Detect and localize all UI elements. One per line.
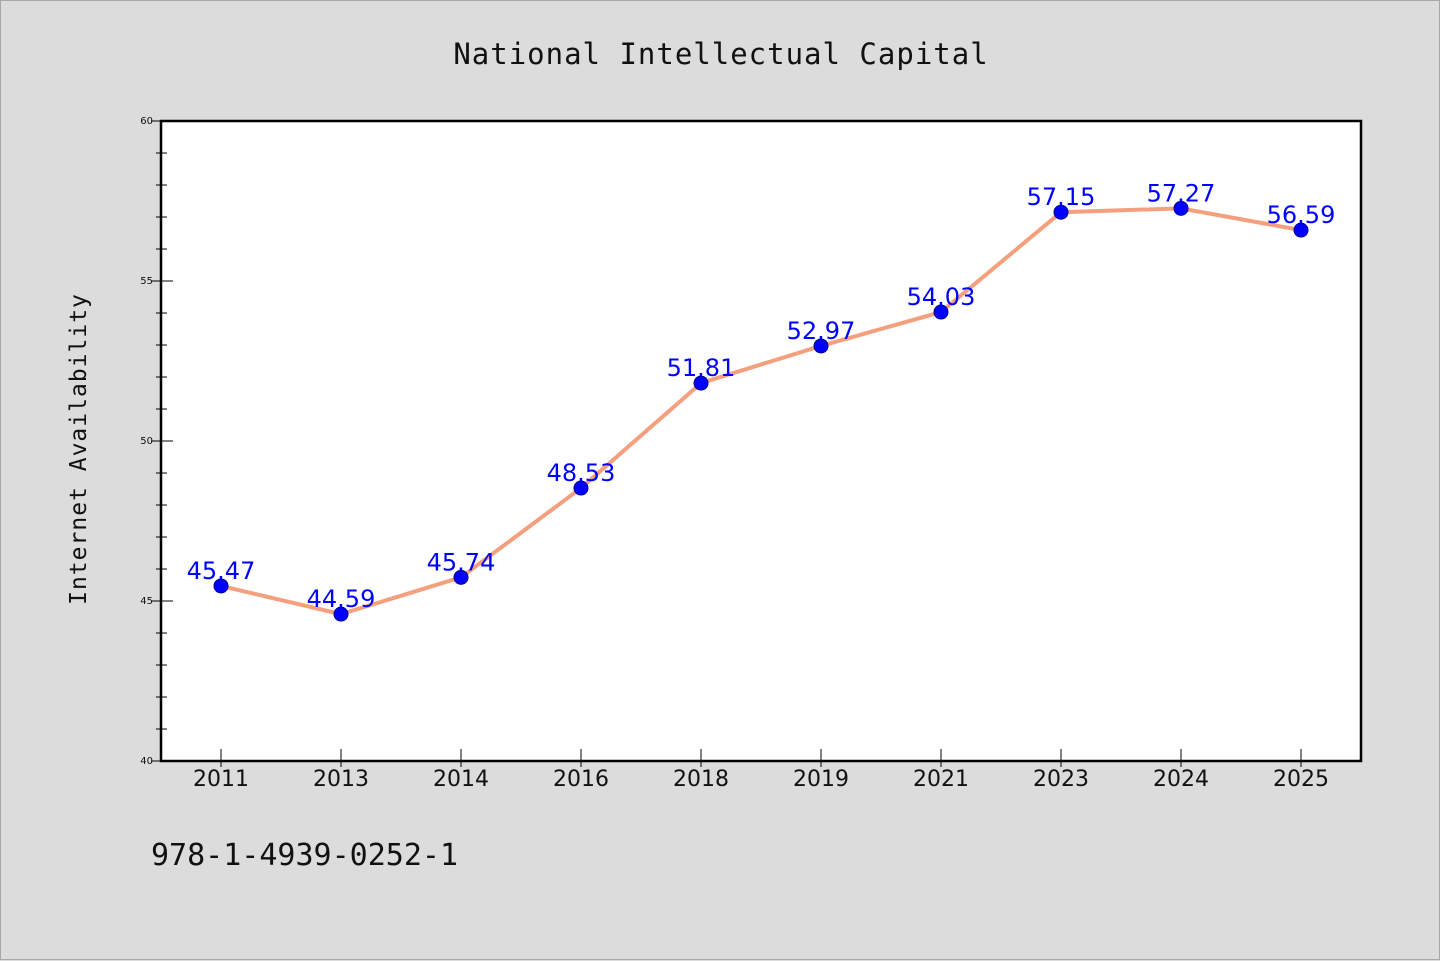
plot-area: [159, 119, 1363, 763]
data-point: [333, 606, 349, 622]
x-tick-label: 2013: [313, 767, 369, 792]
data-point: [813, 338, 829, 354]
y-tick-label: 50: [140, 436, 153, 447]
footer-isbn: 978-1-4939-0252-1: [151, 838, 458, 873]
y-axis-label: Internet Availability: [66, 293, 92, 605]
x-axis: 2011 2013 2014 2016 2018 2019 2021 2023 2024 2025: [193, 749, 1329, 792]
x-tick-label: 2018: [673, 767, 729, 792]
data-point: [453, 569, 469, 585]
x-tick-label: 2019: [793, 767, 849, 792]
data-labels: 45.47 44.59 45.74 48.53 51.81 52.97 54.03 57.15…: [187, 179, 1336, 613]
data-point: [213, 578, 229, 594]
data-point: [1173, 200, 1189, 216]
y-axis: 40 45 50 55 60: [140, 116, 173, 767]
chart-title: National Intellectual Capital: [453, 37, 988, 71]
y-tick-label: 40: [140, 756, 153, 767]
data-label: 51.81: [667, 354, 736, 382]
data-point: [693, 375, 709, 391]
data-label: 52.97: [787, 317, 856, 345]
data-markers: [213, 200, 1309, 622]
data-label: 48.53: [547, 459, 616, 487]
data-label: 57.27: [1147, 179, 1216, 207]
data-label: 56.59: [1267, 201, 1336, 229]
x-tick-label: 2016: [553, 767, 609, 792]
data-point: [1053, 204, 1069, 220]
x-tick-label: 2025: [1273, 767, 1329, 792]
data-label: 45.47: [187, 557, 256, 585]
x-tick-label: 2024: [1153, 767, 1209, 792]
y-tick-label: 55: [140, 276, 153, 287]
data-label: 45.74: [427, 548, 496, 576]
data-point: [573, 480, 589, 496]
series-line: [219, 206, 1303, 617]
x-tick-label: 2011: [193, 767, 249, 792]
data-label: 54.03: [907, 283, 976, 311]
y-tick-label: 45: [140, 596, 153, 607]
y-tick-label: 60: [140, 116, 153, 127]
data-point: [933, 304, 949, 320]
x-tick-label: 2021: [913, 767, 969, 792]
data-point: [1293, 222, 1309, 238]
x-tick-label: 2014: [433, 767, 489, 792]
data-label: 44.59: [307, 585, 376, 613]
x-tick-label: 2023: [1033, 767, 1089, 792]
data-label: 57.15: [1027, 183, 1096, 211]
